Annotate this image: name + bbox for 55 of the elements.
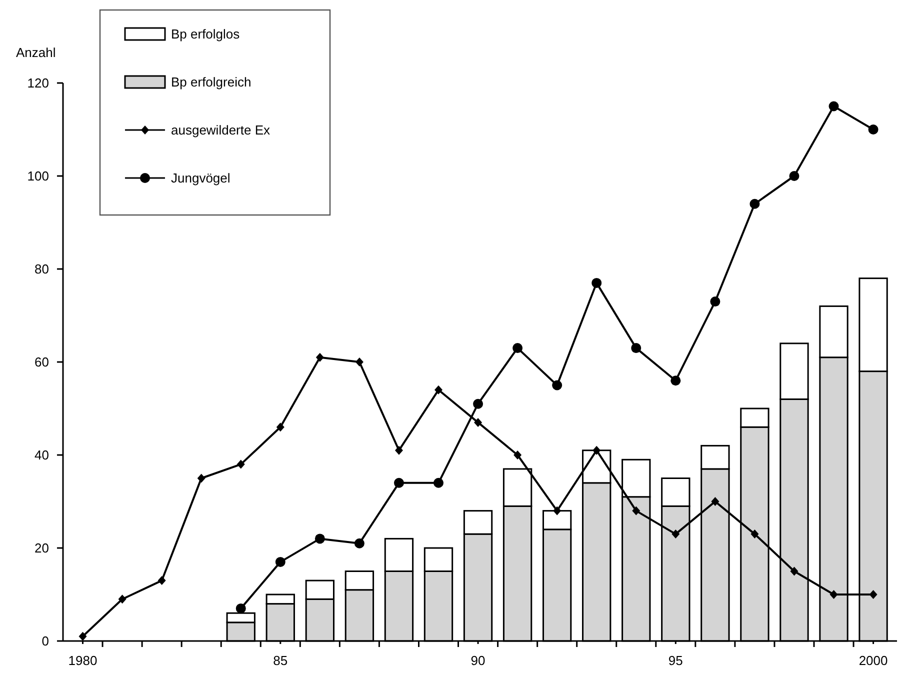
point xyxy=(552,380,562,390)
point xyxy=(236,460,245,469)
point xyxy=(236,603,246,614)
point xyxy=(473,398,484,409)
y-tick-label: 0 xyxy=(42,634,49,649)
point xyxy=(316,352,324,362)
point xyxy=(631,343,642,354)
x-tick-label: 90 xyxy=(470,653,486,668)
y-axis-title: Anzahl xyxy=(16,45,56,60)
point xyxy=(394,478,404,488)
point xyxy=(394,446,403,455)
point xyxy=(632,506,640,516)
point xyxy=(118,594,126,604)
point xyxy=(592,278,602,288)
x-tick-label: 95 xyxy=(668,653,683,668)
y-tick-label: 40 xyxy=(34,448,49,463)
legend-label: ausgewilderte Ex xyxy=(171,122,270,138)
point xyxy=(78,632,87,641)
legend-label: Bp erfolglos xyxy=(171,26,240,42)
point xyxy=(276,422,284,432)
x-tick-label: 1980 xyxy=(68,653,98,668)
point xyxy=(750,198,760,209)
point xyxy=(592,446,601,455)
point xyxy=(710,296,720,307)
point xyxy=(275,556,286,567)
point xyxy=(434,385,442,394)
point xyxy=(711,497,720,506)
y-tick-label: 120 xyxy=(27,76,49,91)
point xyxy=(750,530,759,539)
point xyxy=(434,478,444,488)
point xyxy=(828,101,839,112)
x-tick-label: 2000 xyxy=(858,653,888,668)
point xyxy=(514,450,522,460)
point xyxy=(474,418,482,427)
point xyxy=(789,171,800,181)
point xyxy=(790,566,798,576)
legend-label: Jungvögel xyxy=(171,170,230,186)
point xyxy=(354,538,364,548)
point xyxy=(355,358,364,366)
point xyxy=(314,534,325,544)
x-tick-label: 85 xyxy=(273,653,288,668)
y-tick-label: 60 xyxy=(34,354,49,370)
y-tick-label: 20 xyxy=(34,540,49,556)
point xyxy=(869,590,878,599)
point xyxy=(158,576,166,586)
point xyxy=(512,343,523,354)
point xyxy=(672,530,680,539)
point xyxy=(670,376,681,386)
point xyxy=(868,124,878,134)
point xyxy=(553,506,562,516)
point xyxy=(197,474,206,483)
point xyxy=(830,590,838,599)
y-tick-label: 80 xyxy=(34,262,49,277)
legend-label: Bp erfolgreich xyxy=(171,74,252,90)
y-tick-label: 100 xyxy=(27,168,49,184)
